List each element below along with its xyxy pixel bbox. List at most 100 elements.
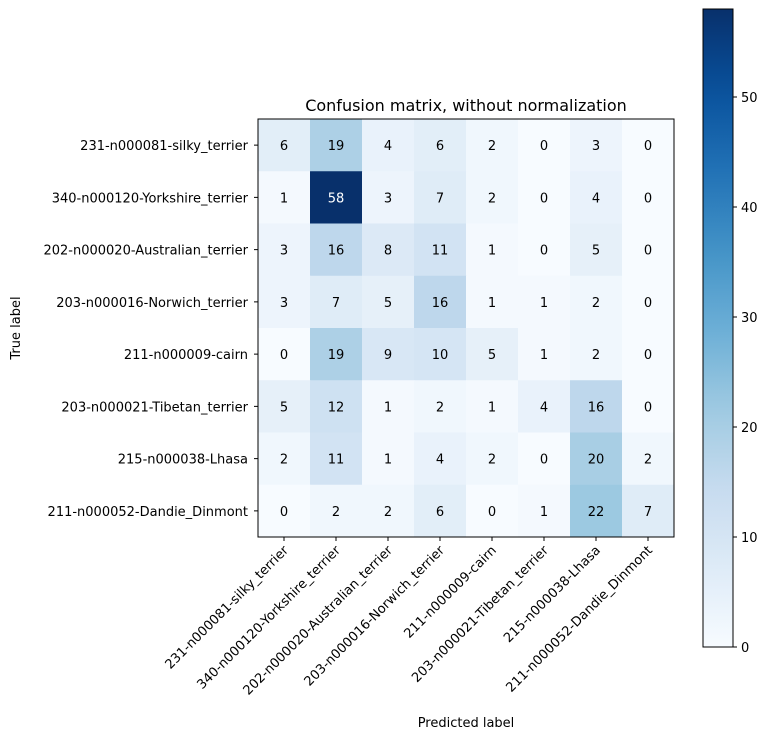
cell-value-label: 0 bbox=[644, 348, 652, 363]
heatmap-cell bbox=[414, 328, 467, 381]
y-tick-label: 203-n000021-Tibetan_terrier bbox=[61, 400, 248, 415]
cell-value-label: 11 bbox=[432, 244, 449, 259]
heatmap-cell bbox=[466, 484, 519, 538]
cell-value-label: 9 bbox=[384, 348, 392, 363]
cell-value-label: 7 bbox=[332, 296, 340, 311]
heatmap-cell bbox=[414, 171, 467, 224]
heatmap-cell bbox=[622, 432, 675, 486]
heatmap-cell bbox=[622, 275, 675, 329]
heatmap-cell bbox=[258, 328, 311, 381]
cell-value-label: 19 bbox=[328, 139, 345, 154]
y-axis-ticks: 231-n000081-silky_terrier 340-n000120-Yor… bbox=[43, 139, 258, 520]
heatmap-cell bbox=[310, 432, 363, 486]
heatmap-cell bbox=[258, 119, 311, 172]
cell-value-label: 7 bbox=[644, 505, 652, 520]
heatmap-cell bbox=[466, 275, 519, 329]
heatmap-cell bbox=[518, 380, 571, 433]
cell-value-label: 2 bbox=[592, 348, 600, 363]
colorbar-tick-label: 0 bbox=[741, 641, 749, 656]
heatmap-cell bbox=[466, 171, 519, 224]
heatmap-cell bbox=[362, 484, 415, 538]
cell-value-label: 3 bbox=[384, 191, 392, 206]
cell-value-label: 4 bbox=[540, 400, 548, 415]
heatmap-cell bbox=[518, 119, 571, 172]
y-tick-label: 340-n000120-Yorkshire_terrier bbox=[52, 191, 249, 206]
heatmap-cell bbox=[310, 328, 363, 381]
y-tick-label: 231-n000081-silky_terrier bbox=[80, 139, 248, 154]
heatmap-cell bbox=[362, 171, 415, 224]
heatmap-cell bbox=[414, 484, 467, 538]
heatmap-cell bbox=[362, 432, 415, 486]
cell-value-label: 1 bbox=[540, 505, 548, 520]
cell-value-label: 58 bbox=[328, 191, 345, 206]
cell-value-label: 1 bbox=[384, 400, 392, 415]
cell-value-label: 2 bbox=[488, 191, 496, 206]
heatmap-cell bbox=[258, 171, 311, 224]
heatmap-cell bbox=[258, 380, 311, 433]
heatmap-cell bbox=[518, 275, 571, 329]
cell-value-label: 0 bbox=[644, 244, 652, 259]
cell-value-label: 1 bbox=[280, 191, 288, 206]
heatmap-cell bbox=[622, 328, 675, 381]
cell-value-label: 5 bbox=[592, 244, 600, 259]
heatmap-cell bbox=[570, 223, 623, 277]
heatmap-cell bbox=[466, 119, 519, 172]
cell-value-label: 5 bbox=[280, 400, 288, 415]
heatmap-cell bbox=[414, 119, 467, 172]
heatmap-cell bbox=[518, 484, 571, 538]
heatmap-cell bbox=[258, 484, 311, 538]
cell-value-label: 10 bbox=[432, 348, 449, 363]
cell-value-label: 6 bbox=[436, 139, 444, 154]
heatmap-cell bbox=[518, 328, 571, 381]
cell-value-label: 2 bbox=[592, 296, 600, 311]
heatmap-cell bbox=[622, 119, 675, 172]
cell-value-label: 4 bbox=[592, 191, 600, 206]
heatmap-cell bbox=[466, 223, 519, 277]
y-tick-label: 202-n000020-Australian_terrier bbox=[43, 244, 248, 259]
cell-value-label: 3 bbox=[280, 244, 288, 259]
heatmap-cell bbox=[570, 119, 623, 172]
cell-value-label: 0 bbox=[644, 139, 652, 154]
cell-value-label: 2 bbox=[488, 453, 496, 468]
heatmap-cell bbox=[310, 119, 363, 172]
cell-value-label: 6 bbox=[436, 505, 444, 520]
y-axis-label: True label bbox=[9, 296, 24, 360]
heatmap-cell bbox=[258, 223, 311, 277]
cell-value-label: 0 bbox=[280, 348, 288, 363]
cell-value-label: 0 bbox=[280, 505, 288, 520]
heatmap-cell bbox=[570, 171, 623, 224]
heatmap-cell bbox=[414, 275, 467, 329]
cell-value-label: 16 bbox=[328, 244, 345, 259]
heatmap-cell bbox=[362, 275, 415, 329]
cell-value-label: 2 bbox=[644, 453, 652, 468]
heatmap-cell bbox=[466, 432, 519, 486]
plot-frame bbox=[257, 118, 675, 538]
cell-value-label: 4 bbox=[384, 139, 392, 154]
heatmap-cell bbox=[362, 223, 415, 277]
heatmap-cell bbox=[414, 432, 467, 486]
cell-value-label: 2 bbox=[436, 400, 444, 415]
heatmap-cell bbox=[622, 171, 675, 224]
cell-value-label: 11 bbox=[328, 453, 345, 468]
heatmap-cell bbox=[570, 432, 623, 486]
colorbar-tick-label: 30 bbox=[741, 311, 758, 326]
cell-value-label: 2 bbox=[384, 505, 392, 520]
heatmap-cell bbox=[258, 432, 311, 486]
cell-value-label: 2 bbox=[488, 139, 496, 154]
heatmap-cell bbox=[570, 275, 623, 329]
cell-value-label: 3 bbox=[280, 296, 288, 311]
cell-value-label: 19 bbox=[328, 348, 345, 363]
cell-value-label: 1 bbox=[488, 296, 496, 311]
cell-value-label: 5 bbox=[384, 296, 392, 311]
cell-value-label: 5 bbox=[488, 348, 496, 363]
cell-value-label: 22 bbox=[588, 505, 605, 520]
heatmap-cell bbox=[518, 223, 571, 277]
heatmap-cell bbox=[258, 275, 311, 329]
cell-value-label: 1 bbox=[488, 400, 496, 415]
y-tick-label: 203-n000016-Norwich_terrier bbox=[56, 296, 248, 311]
colorbar-tick-label: 40 bbox=[741, 201, 758, 216]
cell-value-label: 0 bbox=[540, 453, 548, 468]
heatmap-cell-labels: 6 19 4 6 2 0 3 01 58 3 7 2 0 4 03 16 8 11 1 0 5 03 7 5 16 1 1 2 00 19… bbox=[280, 139, 652, 520]
x-tick-label: 211-n000009-cairn bbox=[401, 543, 499, 641]
